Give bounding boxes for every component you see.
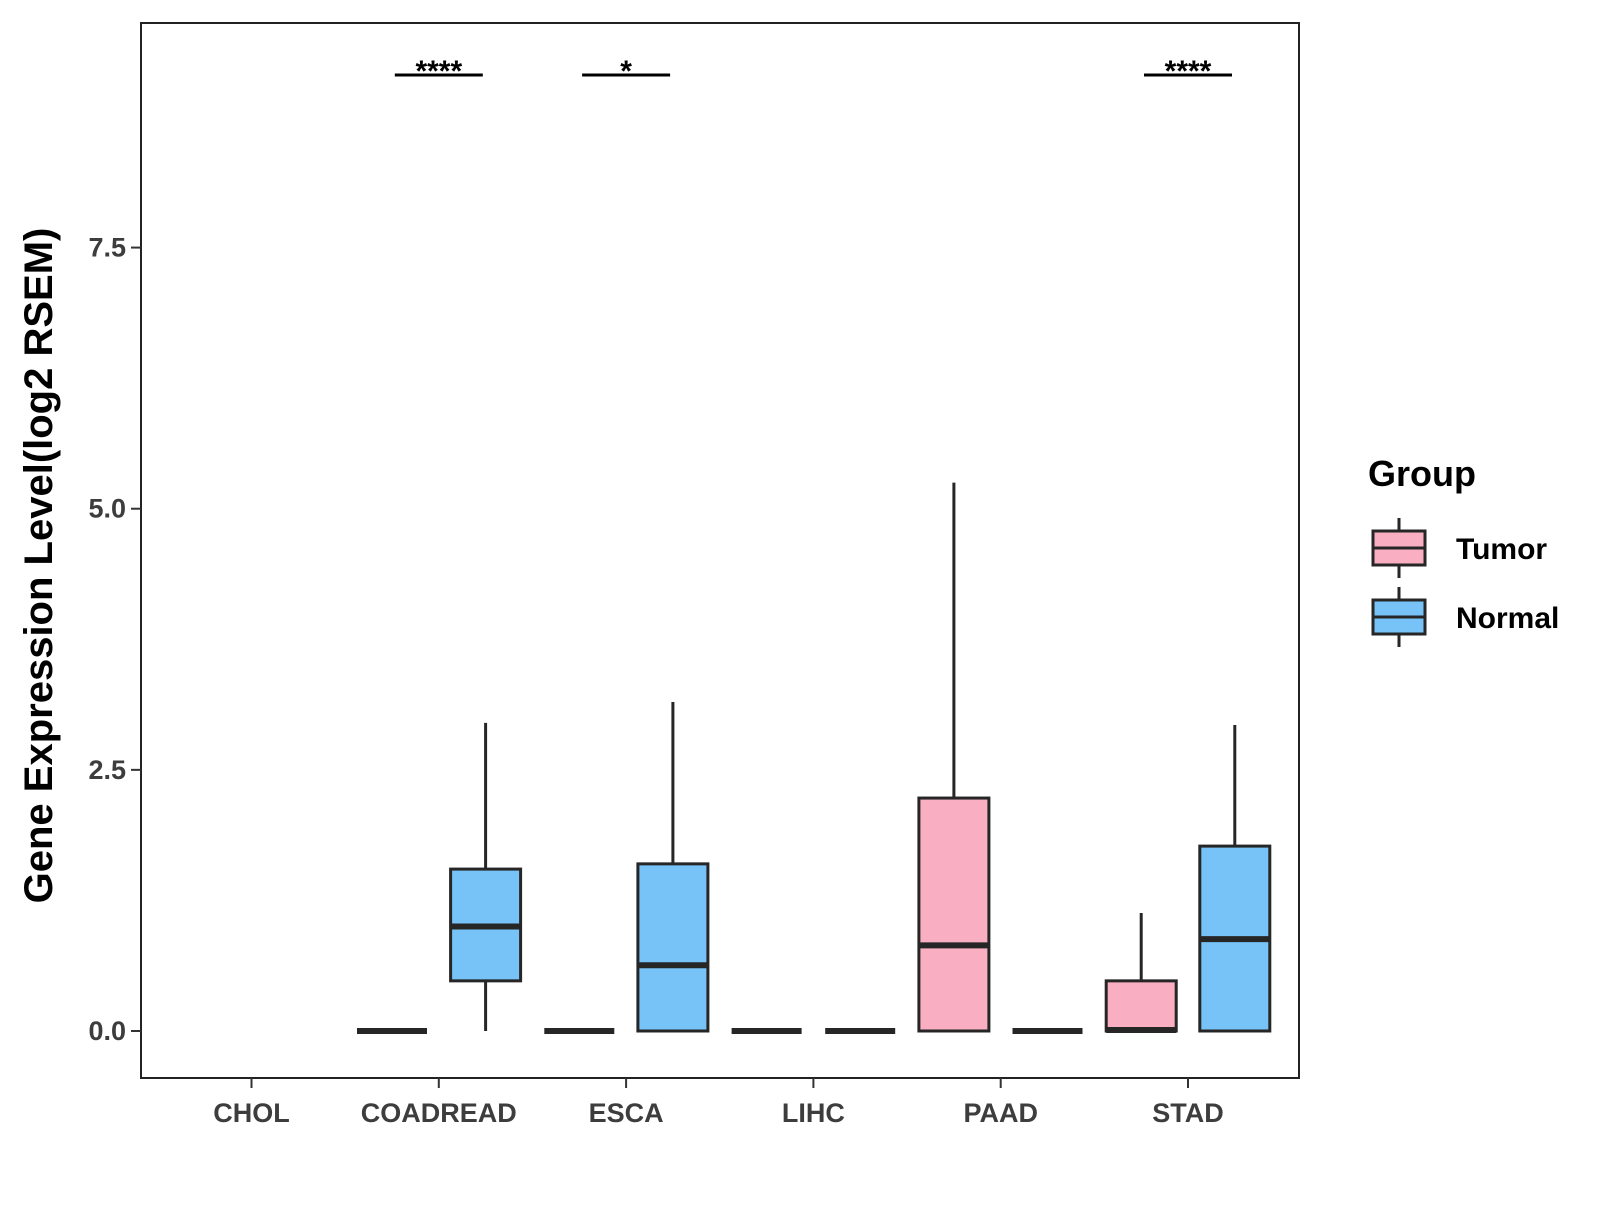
- significance-label: *: [620, 55, 632, 88]
- x-tick-label: STAD: [1152, 1098, 1224, 1128]
- legend-label-normal: Normal: [1456, 602, 1559, 635]
- box-tumor-stad: [1104, 979, 1178, 1033]
- x-tick-label: CHOL: [213, 1098, 290, 1128]
- y-tick-label: 2.5: [88, 755, 126, 785]
- x-tick-label: ESCA: [589, 1098, 664, 1128]
- legend-title: Group: [1368, 453, 1476, 494]
- x-tick-label: LIHC: [782, 1098, 845, 1128]
- box-normal-esca: [636, 862, 710, 1033]
- y-tick-label: 7.5: [88, 233, 126, 263]
- x-tick-label: PAAD: [963, 1098, 1038, 1128]
- y-tick-label: 0.0: [88, 1016, 126, 1046]
- significance-label: ****: [415, 55, 462, 88]
- y-axis-title: Gene Expression Level(log2 RSEM): [17, 228, 61, 904]
- plot-panel: [140, 22, 1300, 1079]
- box-tumor-paad: [917, 796, 991, 1033]
- legend-label-tumor: Tumor: [1456, 533, 1547, 566]
- y-tick-label: 5.0: [88, 494, 126, 524]
- significance-label: ****: [1165, 55, 1212, 88]
- x-tick-label: COADREAD: [361, 1098, 517, 1128]
